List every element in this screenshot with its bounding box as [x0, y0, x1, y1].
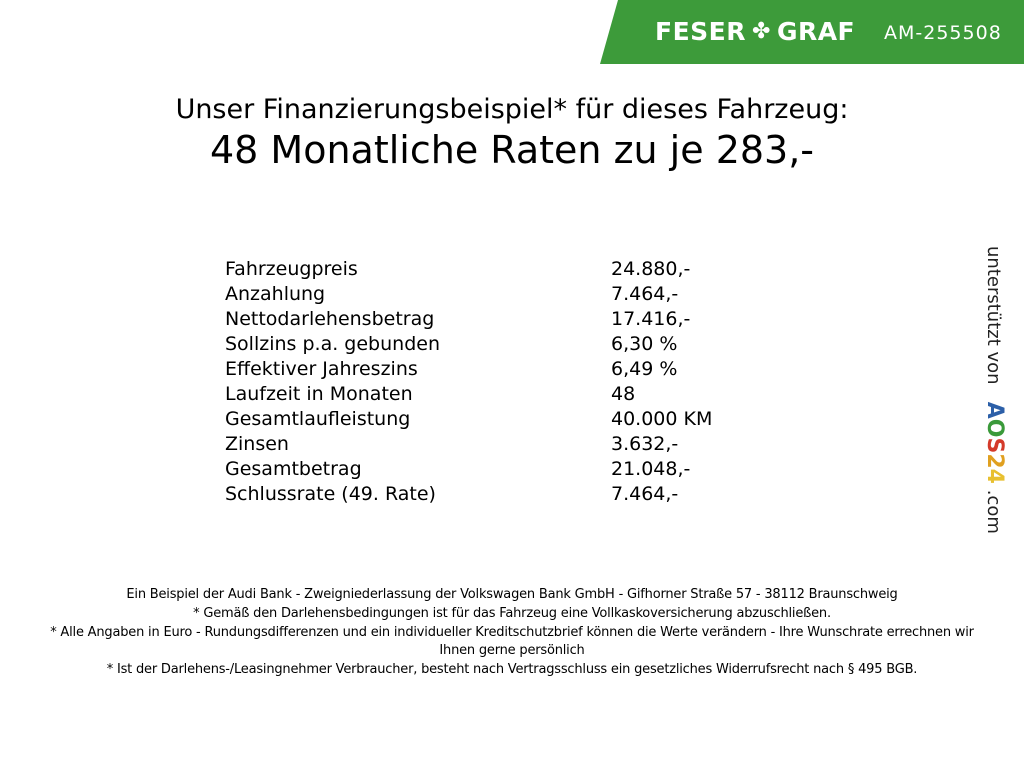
row-label: Zinsen	[225, 433, 289, 455]
legal-footer: Ein Beispiel der Audi Bank - Zweignieder…	[50, 586, 974, 680]
sponsor-text: unterstützt von	[983, 246, 1004, 385]
row-label: Gesamtbetrag	[225, 458, 362, 480]
footer-line: * Gemäß den Darlehensbedingungen ist für…	[193, 606, 831, 621]
brand-right: GRAF	[776, 17, 856, 46]
row-label: Nettodarlehensbetrag	[225, 308, 435, 330]
footer-line: * Ist der Darlehens-/Leasingnehmer Verbr…	[106, 662, 918, 677]
table-row: Zinsen 3.632,-	[225, 432, 825, 457]
row-value: 7.464,-	[611, 283, 679, 305]
row-value: 48	[611, 383, 636, 405]
table-row: Schlussrate (49. Rate) 7.464,-	[225, 482, 825, 507]
logo-letter: 4	[982, 468, 1007, 484]
table-row: Nettodarlehensbetrag 17.416,-	[225, 307, 825, 332]
aos24-logo: AOS24	[982, 390, 1007, 489]
financing-table: Fahrzeugpreis 24.880,- Anzahlung 7.464,- N…	[225, 257, 825, 507]
row-label: Anzahlung	[225, 283, 326, 305]
row-label: Fahrzeugpreis	[225, 258, 358, 280]
logo-letter: O	[982, 418, 1007, 438]
monthly-rate-headline: 48 Monatliche Raten zu je 283,-	[209, 128, 815, 172]
row-label: Effektiver Jahreszins	[225, 358, 418, 380]
row-label: Sollzins p.a. gebunden	[225, 333, 440, 355]
logo-letter: 2	[982, 453, 1007, 469]
row-label: Gesamtlaufleistung	[225, 408, 411, 430]
header-banner	[600, 0, 1024, 64]
table-row: Anzahlung 7.464,-	[225, 282, 825, 307]
footer-line: * Alle Angaben in Euro - Rundungsdiffere…	[50, 625, 974, 658]
row-value: 7.464,-	[611, 483, 679, 505]
page-title: Unser Finanzierungsbeispiel* für dieses …	[175, 94, 849, 125]
brand-logo: FESER ✤ GRAF	[655, 17, 855, 46]
table-row: Sollzins p.a. gebunden 6,30 %	[225, 332, 825, 357]
row-value: 21.048,-	[611, 458, 691, 480]
table-row: Gesamtlaufleistung 40.000 KM	[225, 407, 825, 432]
clover-icon: ✤	[752, 19, 771, 44]
table-row: Laufzeit in Monaten 48	[225, 382, 825, 407]
row-value: 6,49 %	[611, 358, 678, 380]
sponsor-label: unterstützt von AOS24 .com	[982, 246, 1007, 534]
row-label: Laufzeit in Monaten	[225, 383, 413, 405]
row-value: 40.000 KM	[611, 408, 713, 430]
vehicle-code: AM-255508	[884, 22, 1002, 44]
row-value: 17.416,-	[611, 308, 691, 330]
footer-line: Ein Beispiel der Audi Bank - Zweignieder…	[126, 587, 898, 602]
row-value: 6,30 %	[611, 333, 678, 355]
logo-letter: S	[982, 437, 1007, 454]
logo-letter: A	[982, 401, 1007, 419]
brand-left: FESER	[655, 17, 746, 46]
row-value: 24.880,-	[611, 258, 691, 280]
row-value: 3.632,-	[611, 433, 679, 455]
table-row: Gesamtbetrag 21.048,-	[225, 457, 825, 482]
table-row: Effektiver Jahreszins 6,49 %	[225, 357, 825, 382]
table-row: Fahrzeugpreis 24.880,-	[225, 257, 825, 282]
row-label: Schlussrate (49. Rate)	[225, 483, 436, 505]
sponsor-suffix: .com	[983, 489, 1004, 534]
